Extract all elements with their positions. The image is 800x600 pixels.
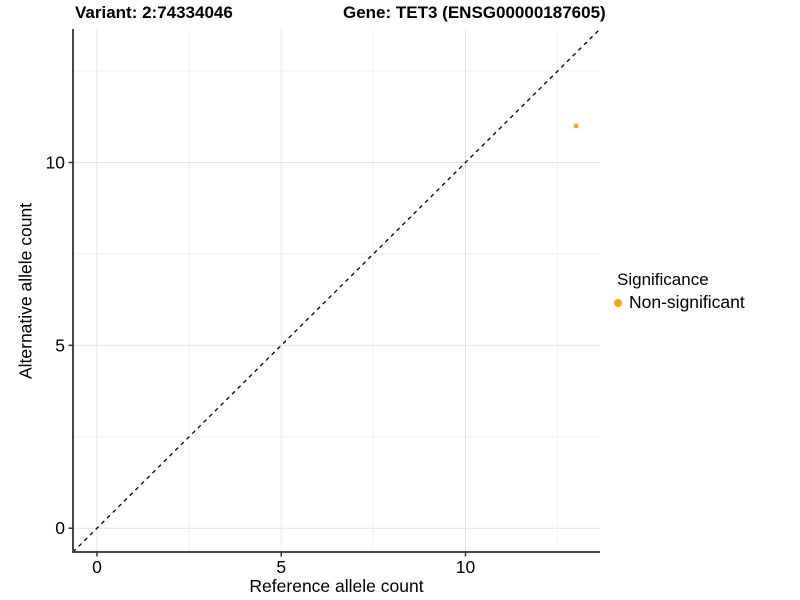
plot-title-variant: Variant: 2:74334046 xyxy=(75,3,233,22)
legend-item-label: Non-significant xyxy=(629,292,745,312)
x-tick-label: 10 xyxy=(456,557,476,577)
plot-title-gene: Gene: TET3 (ENSG00000187605) xyxy=(343,3,606,22)
legend: Significance Non-significant xyxy=(614,270,745,313)
x-axis-label: Reference allele count xyxy=(249,576,424,596)
legend-item-non-significant: Non-significant xyxy=(614,292,745,313)
x-tick-label: 0 xyxy=(92,557,102,577)
legend-point-icon xyxy=(614,298,622,307)
y-tick-label: 0 xyxy=(55,518,65,538)
identity-dashed-line xyxy=(72,28,601,553)
y-tick-label: 5 xyxy=(55,335,65,355)
y-tick-label: 10 xyxy=(46,152,66,172)
data-point xyxy=(573,123,579,129)
legend-title: Significance xyxy=(617,270,709,289)
y-axis-label: Alternative allele count xyxy=(15,202,36,380)
x-tick-label: 5 xyxy=(276,557,286,577)
